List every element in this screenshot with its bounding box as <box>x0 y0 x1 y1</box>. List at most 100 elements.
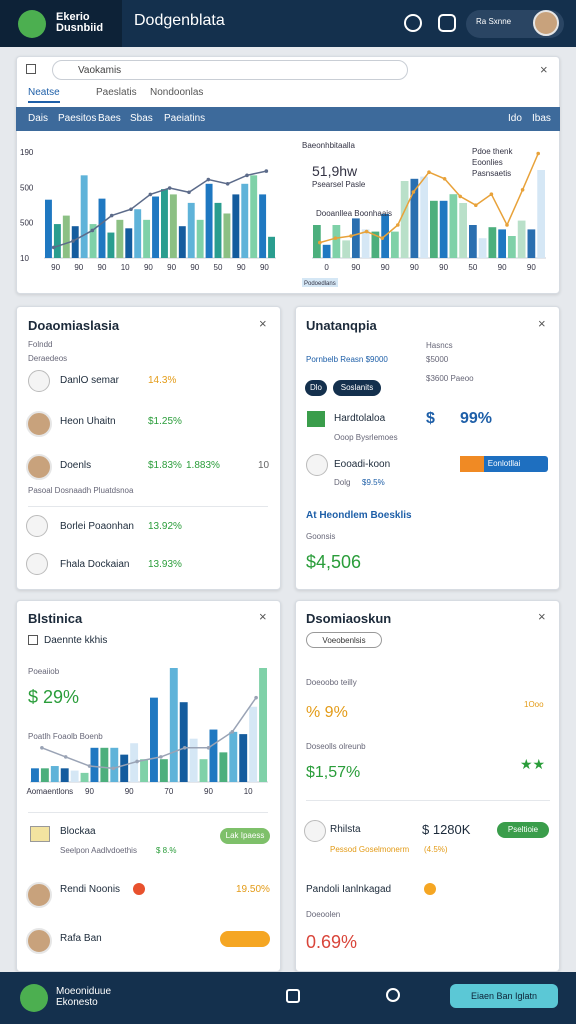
bar <box>322 244 331 258</box>
nav-icon[interactable] <box>286 989 300 1003</box>
footer-brand: Moeoniduue Ekonesto <box>56 986 111 1008</box>
card <box>295 306 560 590</box>
filter[interactable]: Dais <box>28 113 49 124</box>
checkbox[interactable] <box>28 635 38 645</box>
link[interactable]: At Heondlem Boesklis <box>306 510 412 521</box>
x-tick-label: 90 <box>410 263 419 272</box>
row-icon <box>26 515 48 537</box>
pill[interactable]: Soslanits <box>333 380 381 396</box>
row-icon <box>26 553 48 575</box>
button[interactable]: Eiaen Ban Iglatn <box>450 984 558 1008</box>
bar <box>250 175 258 258</box>
bar <box>161 189 168 258</box>
filter[interactable]: Baes <box>98 113 121 124</box>
close-icon[interactable]: × <box>538 609 546 624</box>
badge <box>133 883 145 895</box>
card-subtitle: Folndd <box>28 340 53 349</box>
logo <box>18 10 46 38</box>
bar <box>391 231 399 258</box>
clock-icon[interactable] <box>404 14 422 32</box>
tab[interactable]: Paeslatis <box>96 87 137 98</box>
trend-point <box>159 755 163 759</box>
row-value: $1.25% <box>148 416 182 427</box>
trend-point <box>489 192 494 196</box>
search-icon[interactable] <box>386 988 400 1002</box>
bar <box>150 697 158 782</box>
button[interactable]: Lak Ipaess <box>220 828 270 844</box>
x-tick-label: 90 <box>498 263 507 272</box>
bar <box>143 219 151 258</box>
bar <box>140 759 148 782</box>
tab[interactable]: Neatse <box>28 87 60 103</box>
row-value: 1.883% <box>186 460 220 471</box>
close-icon[interactable]: × <box>538 316 546 331</box>
label: Hasncs <box>426 341 453 350</box>
avatar <box>26 411 52 437</box>
trend-point <box>245 173 249 178</box>
bar <box>199 759 208 782</box>
label: Doeoolen <box>306 910 341 919</box>
card <box>16 306 281 590</box>
x-tick-label: 90 <box>381 263 390 272</box>
button[interactable]: Pseltioie <box>497 822 549 838</box>
bar <box>189 738 198 782</box>
bar <box>223 213 231 258</box>
bar <box>517 220 526 258</box>
item-value: $ 1280K <box>422 822 471 837</box>
x-tick-label: 10 <box>121 263 130 272</box>
trend-point <box>380 236 384 240</box>
overview-chart-right: 0 90 90 90 90 50 90 90 Baeonhbitaalla 51,9hwPsear… <box>302 141 546 287</box>
filter[interactable]: Ido <box>508 113 522 124</box>
bar <box>89 224 97 258</box>
tab[interactable]: Nondoonlas <box>150 87 204 98</box>
trend-point <box>442 177 447 181</box>
bar <box>241 183 249 258</box>
filter[interactable]: Paesitos <box>58 113 97 124</box>
stars: ★★ <box>520 756 546 772</box>
trend-point <box>40 746 44 750</box>
item-name: Eooadi-koon <box>334 459 391 470</box>
trend-point <box>474 203 478 207</box>
bar <box>259 668 267 782</box>
bar <box>214 202 222 258</box>
avatar <box>26 882 52 908</box>
x-tick-label: 90 <box>85 787 94 796</box>
filter[interactable]: Sbas <box>130 113 153 124</box>
x-tick-label: 90 <box>204 787 213 796</box>
card-title: Dsomiaoskun <box>306 611 392 626</box>
item-name: Rafa Ban <box>60 933 102 944</box>
trend-line <box>41 697 257 770</box>
bar <box>98 198 106 258</box>
close-icon[interactable]: × <box>259 609 267 624</box>
label: Pornbelb Reasn $9000 <box>306 355 388 364</box>
home-icon[interactable] <box>26 64 36 74</box>
bar <box>219 752 228 782</box>
row-icon <box>28 370 50 392</box>
pill[interactable]: Dlo <box>305 380 327 396</box>
item-value: 19.50% <box>236 884 270 895</box>
search-box[interactable] <box>52 60 408 80</box>
bar <box>239 734 248 782</box>
filter[interactable]: Ibas <box>532 113 551 124</box>
trend-point <box>87 764 92 768</box>
x-tick-label: 50 <box>468 263 477 272</box>
button[interactable]: Voeobenlsis <box>306 632 382 648</box>
trend-point <box>187 190 191 195</box>
trend-point <box>148 192 153 197</box>
section-label: Deraedeos <box>28 354 68 363</box>
x-tick-label: Aomaentlons <box>26 787 73 796</box>
chat-icon[interactable] <box>438 14 456 32</box>
bar <box>159 759 168 782</box>
close-icon[interactable]: × <box>540 62 548 77</box>
bar <box>196 219 204 258</box>
bar <box>60 768 69 782</box>
bar <box>45 199 52 258</box>
bar <box>459 203 467 258</box>
row-value: 14.3% <box>148 375 177 386</box>
button[interactable] <box>220 931 270 947</box>
filter[interactable]: Paeiatins <box>164 113 206 124</box>
item-icon <box>304 820 326 842</box>
bar <box>410 178 419 258</box>
close-icon[interactable]: × <box>259 316 267 331</box>
bar <box>179 702 188 782</box>
